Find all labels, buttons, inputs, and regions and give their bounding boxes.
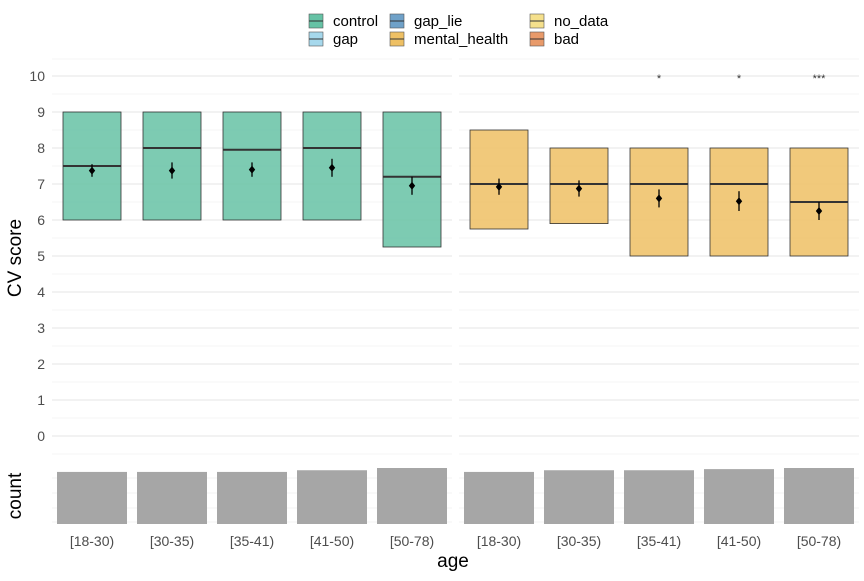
x-tick-label: [30-35) [557, 533, 601, 549]
y-tick-label: 2 [37, 356, 45, 372]
x-tick-label: [50-78) [797, 533, 841, 549]
x-tick-label: [35-41) [230, 533, 274, 549]
count-bar [784, 468, 854, 524]
x-tick-label: [50-78) [390, 533, 434, 549]
legend-label: gap_lie [414, 13, 462, 30]
y-axis-title: CV score [5, 219, 26, 297]
x-tick-label: [41-50) [717, 533, 761, 549]
mean-point [88, 166, 96, 175]
x-tick-label: [41-50) [310, 533, 354, 549]
legend-label: control [333, 13, 378, 30]
y-tick-label: 6 [37, 212, 45, 228]
count-panels [57, 468, 854, 524]
legend-key [529, 31, 545, 47]
count-bar [297, 470, 367, 524]
significance-label: *** [813, 73, 827, 85]
y-tick-label: 1 [37, 392, 45, 408]
count-bar [57, 471, 127, 524]
y-tick-label: 7 [37, 176, 45, 192]
count-bar [544, 470, 614, 524]
legend-key [389, 13, 405, 29]
y-tick-label: 4 [37, 284, 45, 300]
count-axis-title: count [5, 472, 26, 519]
y-axis: 0 1 2 3 4 5 6 7 8 9 10 [29, 68, 45, 444]
x-tick-label: [18-30) [477, 533, 521, 549]
significance-label: * [737, 73, 742, 85]
count-bar [137, 471, 207, 524]
count-bar [624, 470, 694, 524]
mean-point [815, 207, 823, 215]
mean-point [328, 163, 336, 172]
y-tick-label: 0 [37, 428, 45, 444]
x-axis: [18-30) [30-35) [35-41) [41-50) [50-78) [18-3… [70, 533, 841, 549]
legend-label: gap [333, 31, 358, 48]
legend-label: mental_health [414, 31, 508, 48]
y-tick-label: 9 [37, 104, 45, 120]
x-tick-label: [30-35) [150, 533, 194, 549]
mean-point [575, 184, 583, 193]
mean-point [735, 197, 743, 206]
count-bar [377, 468, 447, 524]
y-tick-label: 3 [37, 320, 45, 336]
legend-key [308, 31, 324, 47]
y-tick-label: 5 [37, 248, 45, 264]
y-tick-label: 8 [37, 140, 45, 156]
count-bar [217, 471, 287, 524]
legend-label: bad [554, 31, 579, 48]
mean-point [248, 165, 256, 174]
x-axis-title: age [437, 551, 469, 572]
panels: * * *** [62, 73, 849, 257]
x-tick-label: [35-41) [637, 533, 681, 549]
mean-point [408, 181, 416, 190]
legend-label: no_data [554, 13, 609, 30]
count-bar [704, 469, 774, 524]
count-bar [464, 471, 534, 524]
mean-point [655, 194, 663, 203]
legend-key [389, 31, 405, 47]
y-tick-label: 10 [29, 68, 45, 84]
x-tick-label: [18-30) [70, 533, 114, 549]
mean-point [168, 166, 176, 175]
significance-label: * [657, 73, 662, 85]
legend-key [529, 13, 545, 29]
legend-key [308, 13, 324, 29]
mean-point [495, 182, 503, 191]
